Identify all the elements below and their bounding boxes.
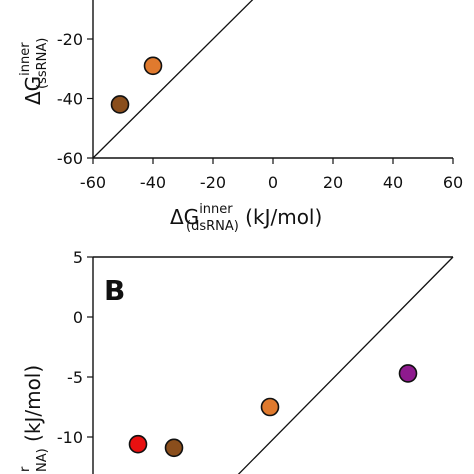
bottom-data-point [164, 438, 184, 458]
top-x-tick-label: 0 [268, 173, 278, 192]
top-x-axis-label-sup: inner [199, 202, 233, 217]
top-x-axis-label-delta: ΔG [170, 205, 199, 229]
bottom-data-point [128, 434, 148, 454]
bottom-y-axis-label-unit: (kJ/mol) [21, 365, 45, 448]
top-x-tick-label: -20 [200, 173, 226, 192]
top-y-axis-label-sub: (ssRNA) [35, 38, 50, 89]
bottom-y-tick-label: -10 [57, 428, 83, 447]
top-x-tick-label: -60 [80, 173, 106, 192]
top-data-point [110, 95, 130, 114]
bottom-y-axis-label: r NA) (kJ/mol) [18, 365, 50, 472]
top-x-axis-label-sub: (dsRNA) [186, 219, 239, 234]
bottom-y-axis-label-sub: NA) [35, 448, 50, 472]
bottom-y-tick-label: 0 [73, 308, 83, 327]
bottom-diagonal-line [237, 256, 454, 474]
top-x-tick-label: -40 [140, 173, 166, 192]
top-y-axis-label-sup: inner [18, 42, 33, 76]
top-y-axis-label-group: ΔGinner (ssRNA) [18, 38, 50, 105]
bottom-y-axis-label-group: r NA) (kJ/mol) [18, 365, 50, 472]
top-panel: -60 -40 -20 0 20 40 60 -20 -40 -60 ΔGinner (dsRNA) … [18, 0, 463, 234]
top-x-axis-label: ΔGinner (dsRNA) (kJ/mol) [170, 202, 322, 234]
top-y-axis-label-delta: ΔG [21, 76, 45, 105]
top-y-axis-label: ΔGinner (ssRNA) [18, 38, 50, 105]
bottom-y-tick-label: -5 [67, 368, 83, 387]
bottom-data-point [260, 397, 280, 417]
top-data-point [143, 56, 163, 76]
panel-letter-b: B [104, 274, 125, 307]
top-y-tick-label: -40 [57, 90, 83, 109]
top-x-tick-label: 40 [383, 173, 403, 192]
top-y-tick-label: -60 [57, 149, 83, 168]
bottom-panel: 5 0 -5 -10 Br NA) (kJ/mol) [18, 248, 454, 474]
top-diagonal-line [92, 0, 254, 159]
bottom-y-tick-label: 5 [73, 248, 83, 267]
top-x-axis-label-unit: (kJ/mol) [239, 205, 322, 229]
top-x-tick-label: 60 [443, 173, 463, 192]
top-x-tick-label: 20 [323, 173, 343, 192]
bottom-y-axis-label-sup: r [18, 466, 33, 472]
bottom-data-point [398, 364, 418, 383]
top-y-tick-label: -20 [57, 30, 83, 49]
